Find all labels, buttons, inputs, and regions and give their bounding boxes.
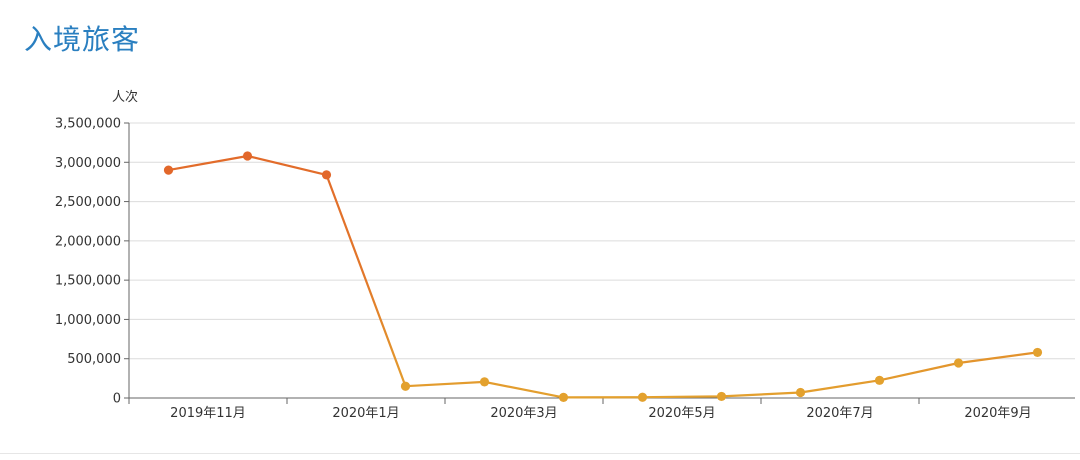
y-tick-label: 3,000,000 xyxy=(55,156,121,171)
y-tick-label: 3,500,000 xyxy=(55,117,121,132)
x-tick-label: 2019年11月 xyxy=(170,406,246,421)
data-point xyxy=(874,375,885,385)
data-point xyxy=(637,392,648,402)
y-tick-label: 2,000,000 xyxy=(55,234,121,249)
data-point xyxy=(1032,347,1043,358)
data-point xyxy=(716,391,727,402)
bottom-divider xyxy=(0,453,1080,454)
data-point xyxy=(953,358,964,368)
x-tick-label: 2020年3月 xyxy=(490,406,557,421)
y-axis-label: 人次 xyxy=(112,89,138,105)
page-title: 入境旅客 xyxy=(24,23,141,56)
series-line xyxy=(168,154,1038,399)
axes: 0 500,000 1,000,000 1,500,000 2,000,000 2,500… xyxy=(55,117,1075,421)
y-tick-label: 500,000 xyxy=(67,352,121,367)
grid-lines xyxy=(129,122,1075,360)
data-point xyxy=(400,381,411,391)
y-tick-label: 1,000,000 xyxy=(55,313,121,328)
x-tick-label: 2020年9月 xyxy=(964,406,1031,421)
data-point xyxy=(479,377,490,387)
y-tick-label: 2,500,000 xyxy=(55,195,121,210)
x-tick-label: 2020年7月 xyxy=(806,406,873,421)
data-point xyxy=(795,387,806,398)
y-tick-label: 0 xyxy=(113,392,121,407)
data-point xyxy=(558,392,569,402)
y-tick-label: 1,500,000 xyxy=(55,274,121,289)
data-point xyxy=(163,165,174,175)
series-path xyxy=(168,154,1038,399)
data-point xyxy=(242,151,253,161)
x-tick-label: 2020年5月 xyxy=(648,406,715,421)
x-tick-label: 2020年1月 xyxy=(332,406,399,421)
data-points xyxy=(163,151,1043,402)
data-point xyxy=(321,170,332,180)
